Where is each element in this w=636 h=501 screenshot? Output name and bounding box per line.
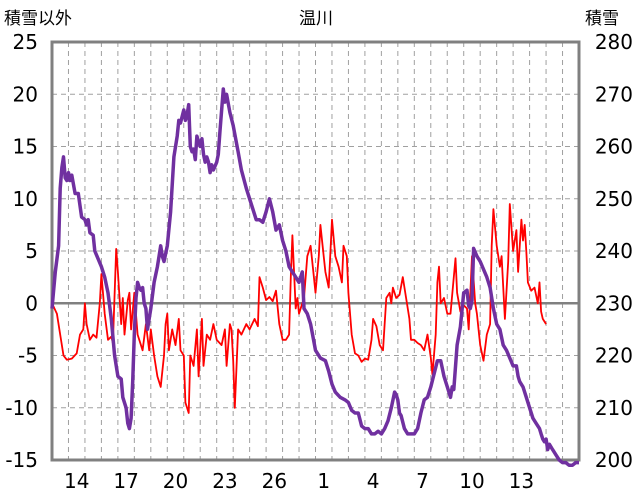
x-tick-label: 7 — [416, 469, 429, 493]
x-axis-ticks: 14 17 20 23 26 1 4 7 10 13 — [64, 469, 534, 493]
left-tick-label: 0 — [25, 291, 38, 315]
right-tick-label: 280 — [595, 30, 633, 54]
right-tick-label: 200 — [595, 448, 633, 472]
x-tick-label: 23 — [212, 469, 237, 493]
left-tick-label: 5 — [25, 239, 38, 263]
left-axis-label: 積雪以外 — [4, 9, 72, 29]
x-tick-label: 20 — [163, 469, 188, 493]
left-tick-label: -5 — [18, 344, 38, 368]
right-tick-label: 230 — [595, 291, 633, 315]
x-tick-label: 17 — [113, 469, 138, 493]
x-tick-label: 13 — [509, 469, 534, 493]
left-tick-label: -10 — [5, 396, 38, 420]
right-tick-label: 220 — [595, 344, 633, 368]
x-tick-label: 1 — [317, 469, 330, 493]
left-tick-label: 25 — [13, 30, 38, 54]
right-tick-label: 270 — [595, 82, 633, 106]
left-tick-label: -15 — [5, 448, 38, 472]
chart-title: 温川 — [299, 9, 333, 29]
right-tick-label: 250 — [595, 187, 633, 211]
x-tick-label: 4 — [367, 469, 380, 493]
left-tick-label: 10 — [13, 187, 38, 211]
left-axis-ticks: -15 -10 -5 0 5 10 15 20 25 — [5, 30, 38, 472]
right-axis-label: 積雪 — [585, 9, 619, 29]
left-tick-label: 15 — [13, 135, 38, 159]
plot-border — [50, 40, 581, 462]
right-axis-ticks: 200 210 220 230 240 250 260 270 280 — [595, 30, 633, 472]
right-tick-label: 240 — [595, 239, 633, 263]
series-line-snow-depth — [50, 87, 579, 467]
series-group — [50, 87, 579, 467]
right-tick-label: 210 — [595, 396, 633, 420]
x-tick-label: 26 — [262, 469, 287, 493]
x-tick-label: 14 — [64, 469, 89, 493]
left-tick-label: 20 — [13, 82, 38, 106]
right-tick-label: 260 — [595, 135, 633, 159]
x-tick-label: 10 — [459, 469, 484, 493]
